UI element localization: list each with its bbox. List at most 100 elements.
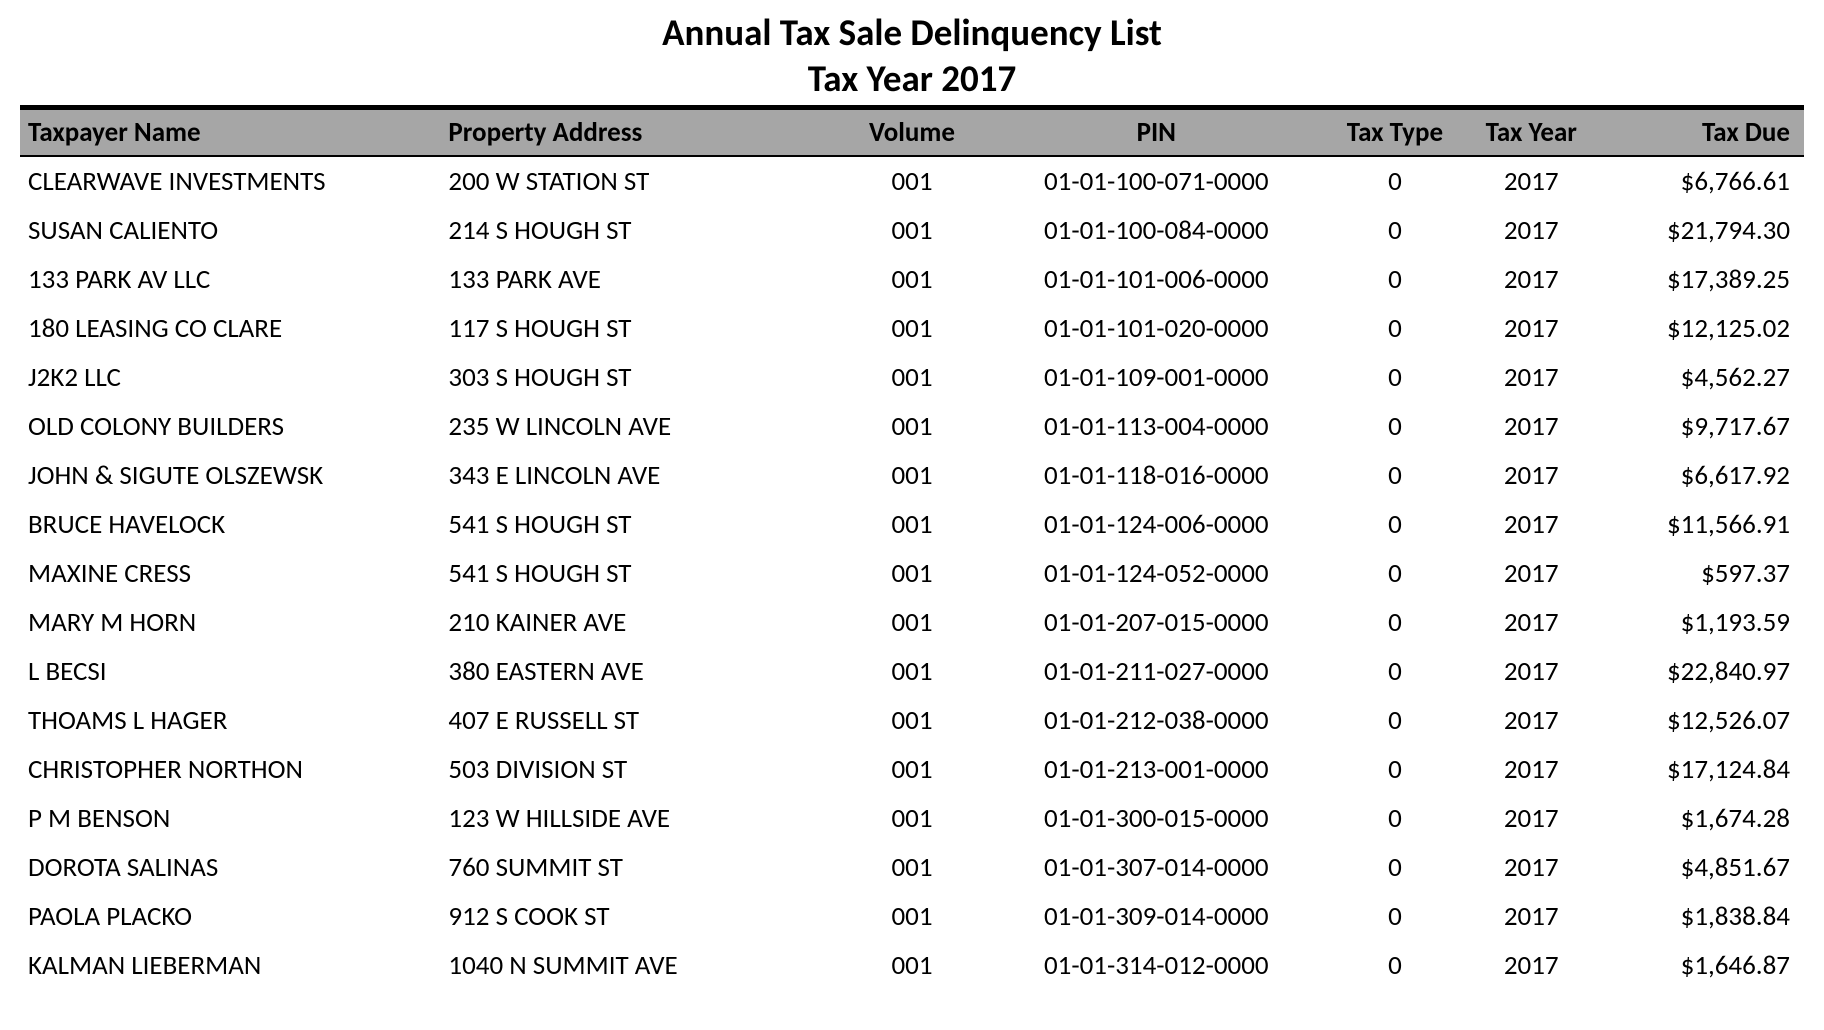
cell-vol: 001	[838, 843, 986, 892]
col-header-type: Tax Type	[1327, 107, 1463, 156]
cell-pin: 01-01-212-038-0000	[986, 696, 1327, 745]
cell-type: 0	[1327, 206, 1463, 255]
cell-addr: 541 S HOUGH ST	[440, 549, 838, 598]
cell-pin: 01-01-118-016-0000	[986, 451, 1327, 500]
cell-type: 0	[1327, 549, 1463, 598]
cell-type: 0	[1327, 156, 1463, 206]
cell-addr: 912 S COOK ST	[440, 892, 838, 941]
table-row: 133 PARK AV LLC133 PARK AVE00101-01-101-…	[20, 255, 1804, 304]
cell-pin: 01-01-100-071-0000	[986, 156, 1327, 206]
table-row: CHRISTOPHER NORTHON503 DIVISION ST00101-…	[20, 745, 1804, 794]
cell-addr: 380 EASTERN AVE	[440, 647, 838, 696]
cell-type: 0	[1327, 892, 1463, 941]
cell-name: DOROTA SALINAS	[20, 843, 440, 892]
cell-addr: 133 PARK AVE	[440, 255, 838, 304]
table-row: BRUCE HAVELOCK541 S HOUGH ST00101-01-124…	[20, 500, 1804, 549]
cell-vol: 001	[838, 304, 986, 353]
table-row: MARY M HORN210 KAINER AVE00101-01-207-01…	[20, 598, 1804, 647]
cell-due: $1,838.84	[1599, 892, 1804, 941]
col-header-due: Tax Due	[1599, 107, 1804, 156]
cell-year: 2017	[1463, 892, 1599, 941]
cell-year: 2017	[1463, 941, 1599, 990]
cell-vol: 001	[838, 156, 986, 206]
col-header-pin: PIN	[986, 107, 1327, 156]
cell-name: 133 PARK AV LLC	[20, 255, 440, 304]
cell-vol: 001	[838, 353, 986, 402]
cell-pin: 01-01-213-001-0000	[986, 745, 1327, 794]
cell-addr: 760 SUMMIT ST	[440, 843, 838, 892]
cell-due: $1,193.59	[1599, 598, 1804, 647]
table-body: CLEARWAVE INVESTMENTS200 W STATION ST001…	[20, 156, 1804, 990]
cell-due: $9,717.67	[1599, 402, 1804, 451]
table-row: OLD COLONY BUILDERS235 W LINCOLN AVE0010…	[20, 402, 1804, 451]
cell-type: 0	[1327, 794, 1463, 843]
table-row: PAOLA PLACKO912 S COOK ST00101-01-309-01…	[20, 892, 1804, 941]
cell-due: $21,794.30	[1599, 206, 1804, 255]
cell-addr: 235 W LINCOLN AVE	[440, 402, 838, 451]
cell-year: 2017	[1463, 696, 1599, 745]
cell-vol: 001	[838, 892, 986, 941]
cell-addr: 123 W HILLSIDE AVE	[440, 794, 838, 843]
cell-addr: 343 E LINCOLN AVE	[440, 451, 838, 500]
cell-addr: 210 KAINER AVE	[440, 598, 838, 647]
cell-pin: 01-01-314-012-0000	[986, 941, 1327, 990]
cell-due: $1,674.28	[1599, 794, 1804, 843]
cell-due: $6,617.92	[1599, 451, 1804, 500]
col-header-vol: Volume	[838, 107, 986, 156]
cell-pin: 01-01-101-006-0000	[986, 255, 1327, 304]
cell-pin: 01-01-100-084-0000	[986, 206, 1327, 255]
cell-addr: 303 S HOUGH ST	[440, 353, 838, 402]
cell-addr: 1040 N SUMMIT AVE	[440, 941, 838, 990]
table-row: JOHN & SIGUTE OLSZEWSK343 E LINCOLN AVE 0…	[20, 451, 1804, 500]
cell-pin: 01-01-101-020-0000	[986, 304, 1327, 353]
cell-vol: 001	[838, 647, 986, 696]
cell-type: 0	[1327, 843, 1463, 892]
cell-name: CLEARWAVE INVESTMENTS	[20, 156, 440, 206]
cell-due: $11,566.91	[1599, 500, 1804, 549]
cell-pin: 01-01-109-001-0000	[986, 353, 1327, 402]
table-row: P M BENSON123 W HILLSIDE AVE00101-01-300…	[20, 794, 1804, 843]
page: Annual Tax Sale Delinquency List Tax Yea…	[0, 0, 1824, 1030]
cell-name: MARY M HORN	[20, 598, 440, 647]
col-header-year: Tax Year	[1463, 107, 1599, 156]
title-block: Annual Tax Sale Delinquency List Tax Yea…	[20, 10, 1804, 103]
cell-due: $22,840.97	[1599, 647, 1804, 696]
cell-year: 2017	[1463, 549, 1599, 598]
cell-name: 180 LEASING CO CLARE	[20, 304, 440, 353]
cell-type: 0	[1327, 451, 1463, 500]
cell-name: J2K2 LLC	[20, 353, 440, 402]
cell-vol: 001	[838, 255, 986, 304]
cell-year: 2017	[1463, 598, 1599, 647]
cell-vol: 001	[838, 206, 986, 255]
cell-year: 2017	[1463, 745, 1599, 794]
cell-name: JOHN & SIGUTE OLSZEWSK	[20, 451, 440, 500]
cell-year: 2017	[1463, 843, 1599, 892]
cell-vol: 001	[838, 402, 986, 451]
cell-due: $6,766.61	[1599, 156, 1804, 206]
cell-pin: 01-01-124-006-0000	[986, 500, 1327, 549]
cell-year: 2017	[1463, 500, 1599, 549]
cell-vol: 001	[838, 500, 986, 549]
cell-type: 0	[1327, 402, 1463, 451]
cell-vol: 001	[838, 941, 986, 990]
cell-name: CHRISTOPHER NORTHON	[20, 745, 440, 794]
col-header-addr: Property Address	[440, 107, 838, 156]
cell-due: $4,851.67	[1599, 843, 1804, 892]
cell-vol: 001	[838, 745, 986, 794]
cell-pin: 01-01-207-015-0000	[986, 598, 1327, 647]
table-row: J2K2 LLC303 S HOUGH ST00101-01-109-001-0…	[20, 353, 1804, 402]
table-row: CLEARWAVE INVESTMENTS200 W STATION ST001…	[20, 156, 1804, 206]
cell-name: P M BENSON	[20, 794, 440, 843]
cell-type: 0	[1327, 647, 1463, 696]
cell-pin: 01-01-124-052-0000	[986, 549, 1327, 598]
cell-year: 2017	[1463, 255, 1599, 304]
cell-addr: 503 DIVISION ST	[440, 745, 838, 794]
table-header-row: Taxpayer Name Property Address Volume PI…	[20, 107, 1804, 156]
table-row: L BECSI380 EASTERN AVE00101-01-211-027-0…	[20, 647, 1804, 696]
cell-addr: 407 E RUSSELL ST	[440, 696, 838, 745]
cell-addr: 214 S HOUGH ST	[440, 206, 838, 255]
cell-due: $597.37	[1599, 549, 1804, 598]
cell-name: MAXINE CRESS	[20, 549, 440, 598]
cell-name: KALMAN LIEBERMAN	[20, 941, 440, 990]
cell-due: $12,125.02	[1599, 304, 1804, 353]
